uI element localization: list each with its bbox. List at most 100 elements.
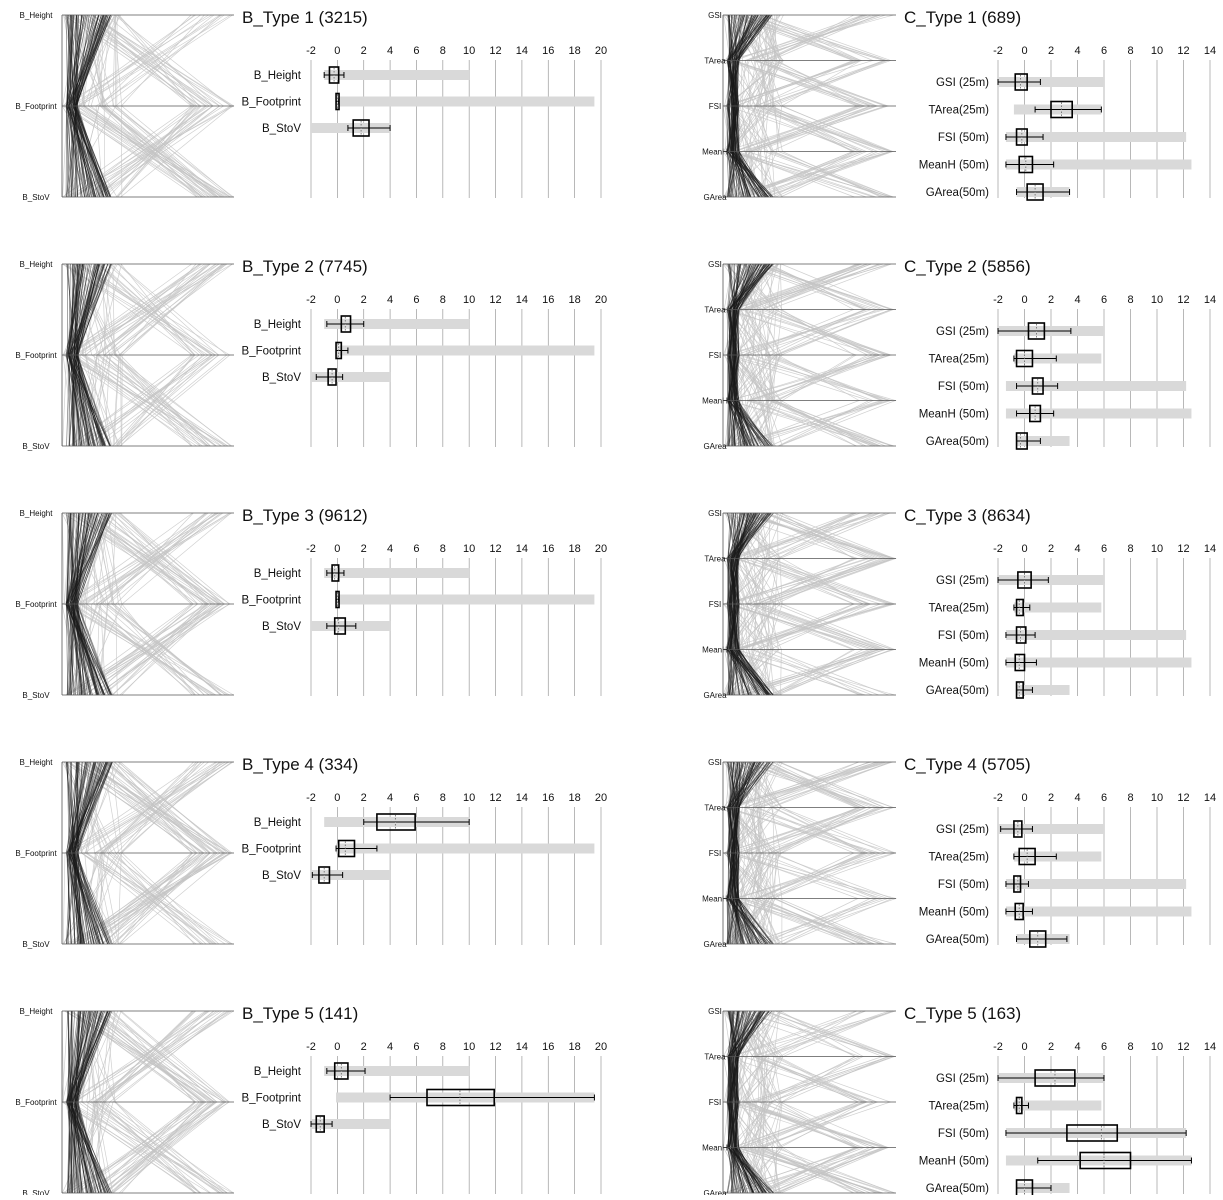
variable-label: B_Height [254,70,302,82]
iqr-box [1031,377,1044,395]
variable-row: GArea(50m) [926,183,1071,201]
variable-row: FSI (50m) [938,128,1187,146]
tick-label: 14 [1204,1041,1216,1053]
pcp-axis-label: B_Height [20,509,54,518]
variable-row: GArea(50m) [926,930,1070,948]
variable-label: B_Height [254,817,302,829]
range-bar [998,77,1104,87]
iqr-box [333,617,347,635]
range-bar [1005,906,1192,917]
tick-label: 2 [1048,1041,1054,1053]
tick-label: -2 [993,1041,1003,1053]
tick-label: 10 [463,45,475,57]
tick-label: 8 [440,543,446,555]
iqr-box [1027,322,1046,340]
iqr-box [1014,653,1026,672]
iqr-box [1015,681,1024,699]
tick-label: 10 [1151,1041,1163,1053]
iqr-box [327,368,337,386]
variable-row: B_StoV [262,617,391,635]
pcp-plot: B_Height B_Footprint B_StoV [15,758,234,949]
iqr-box [328,66,340,84]
pcp-plot: B_Height B_Footprint B_StoV [15,11,235,202]
variable-row: B_Height [254,1062,470,1080]
iqr-box [1015,626,1027,644]
tick-label: 12 [489,543,501,555]
tick-label: 8 [440,792,446,804]
tick-label: 4 [1074,294,1080,306]
pcp-axis-label: FSI [709,351,721,360]
range-bar [998,824,1104,834]
boxplot: -2 0 2 4 6 8 10 12 14 16 18 20 B_Height B_Footprint B_… [242,294,607,447]
range-bar [1005,381,1187,391]
pcp-plot: GSI TArea FSI MeanH GArea [702,758,898,949]
panel-title: C_Type 4 (5705) [904,755,1031,774]
tick-label: 14 [1204,792,1216,804]
variable-row: TArea(25m) [929,598,1102,617]
pcp-axis-label: GArea [703,193,727,202]
cluster-panel-6: GSI TArea FSI MeanH GArea C_Type 3 (8634) -2 0 2… [702,506,1216,700]
panel-title: C_Type 1 (689) [904,8,1021,27]
tick-label: -2 [993,45,1003,57]
tick-label: 4 [387,1041,393,1053]
tick-label: 6 [1101,294,1107,306]
variable-label: B_Height [254,1066,302,1078]
variable-row: GSI (25m) [936,571,1104,589]
pcp-axis-label: MeanH [702,397,728,406]
tick-label: 16 [542,45,554,57]
tick-label: 2 [1048,543,1054,555]
panel-title: C_Type 2 (5856) [904,257,1031,276]
tick-label: 6 [1101,1041,1107,1053]
cluster-panel-8: GSI TArea FSI MeanH GArea C_Type 4 (5705) -2 0 2… [702,755,1216,949]
pcp-axis-label: B_StoV [22,691,50,700]
variable-row: B_StoV [262,866,391,884]
iqr-box [335,341,343,360]
tick-label: 20 [595,45,607,57]
tick-label: 0 [334,792,340,804]
range-bar [311,372,391,382]
variable-row: GSI (25m) [936,1069,1105,1087]
variable-row: FSI (50m) [938,626,1187,644]
variable-row: GSI (25m) [936,820,1104,838]
tick-label: 14 [516,543,528,555]
boxplot: -2 0 2 4 6 8 10 12 14 GSI (25m) TArea(25m) FSI (50m… [919,792,1216,948]
tick-label: 16 [542,792,554,804]
panel-title: B_Type 1 (3215) [242,8,368,27]
pcp-axis-label: B_StoV [22,940,50,949]
variable-label: MeanH (50m) [919,658,989,670]
range-bar [998,575,1104,585]
tick-label: 20 [595,543,607,555]
panel-title: C_Type 5 (163) [904,1004,1021,1023]
tick-label: 4 [387,792,393,804]
tick-label: 12 [1177,792,1189,804]
variable-row: B_Height [254,813,470,831]
range-bar [1005,132,1187,142]
cluster-panel-1: B_Height B_Footprint B_StoV B_Type 1 (3215)… [15,8,607,202]
tick-label: 18 [569,543,581,555]
variable-row: TArea(25m) [929,1096,1102,1115]
range-bar [1013,353,1102,364]
tick-label: 6 [413,543,419,555]
pcp-plot: B_Height B_Footprint B_StoV [15,509,234,700]
tick-label: -2 [306,45,316,57]
tick-label: 6 [413,1041,419,1053]
variable-row: MeanH (50m) [919,902,1192,921]
tick-label: 8 [1127,294,1133,306]
tick-label: 4 [387,543,393,555]
tick-label: 18 [569,45,581,57]
iqr-box [1066,1124,1119,1142]
tick-label: -2 [993,792,1003,804]
variable-row: FSI (50m) [938,1124,1187,1142]
tick-label: 12 [1177,45,1189,57]
tick-label: 20 [595,792,607,804]
tick-label: 10 [463,1041,475,1053]
variable-label: B_StoV [262,372,301,384]
tick-label: 12 [1177,1041,1189,1053]
pcp-axis-label: B_StoV [22,442,50,451]
iqr-box [1015,598,1024,617]
tick-label: 8 [440,1041,446,1053]
variable-label: GArea(50m) [926,187,989,199]
iqr-box [1050,100,1074,119]
range-bar [1013,602,1102,613]
